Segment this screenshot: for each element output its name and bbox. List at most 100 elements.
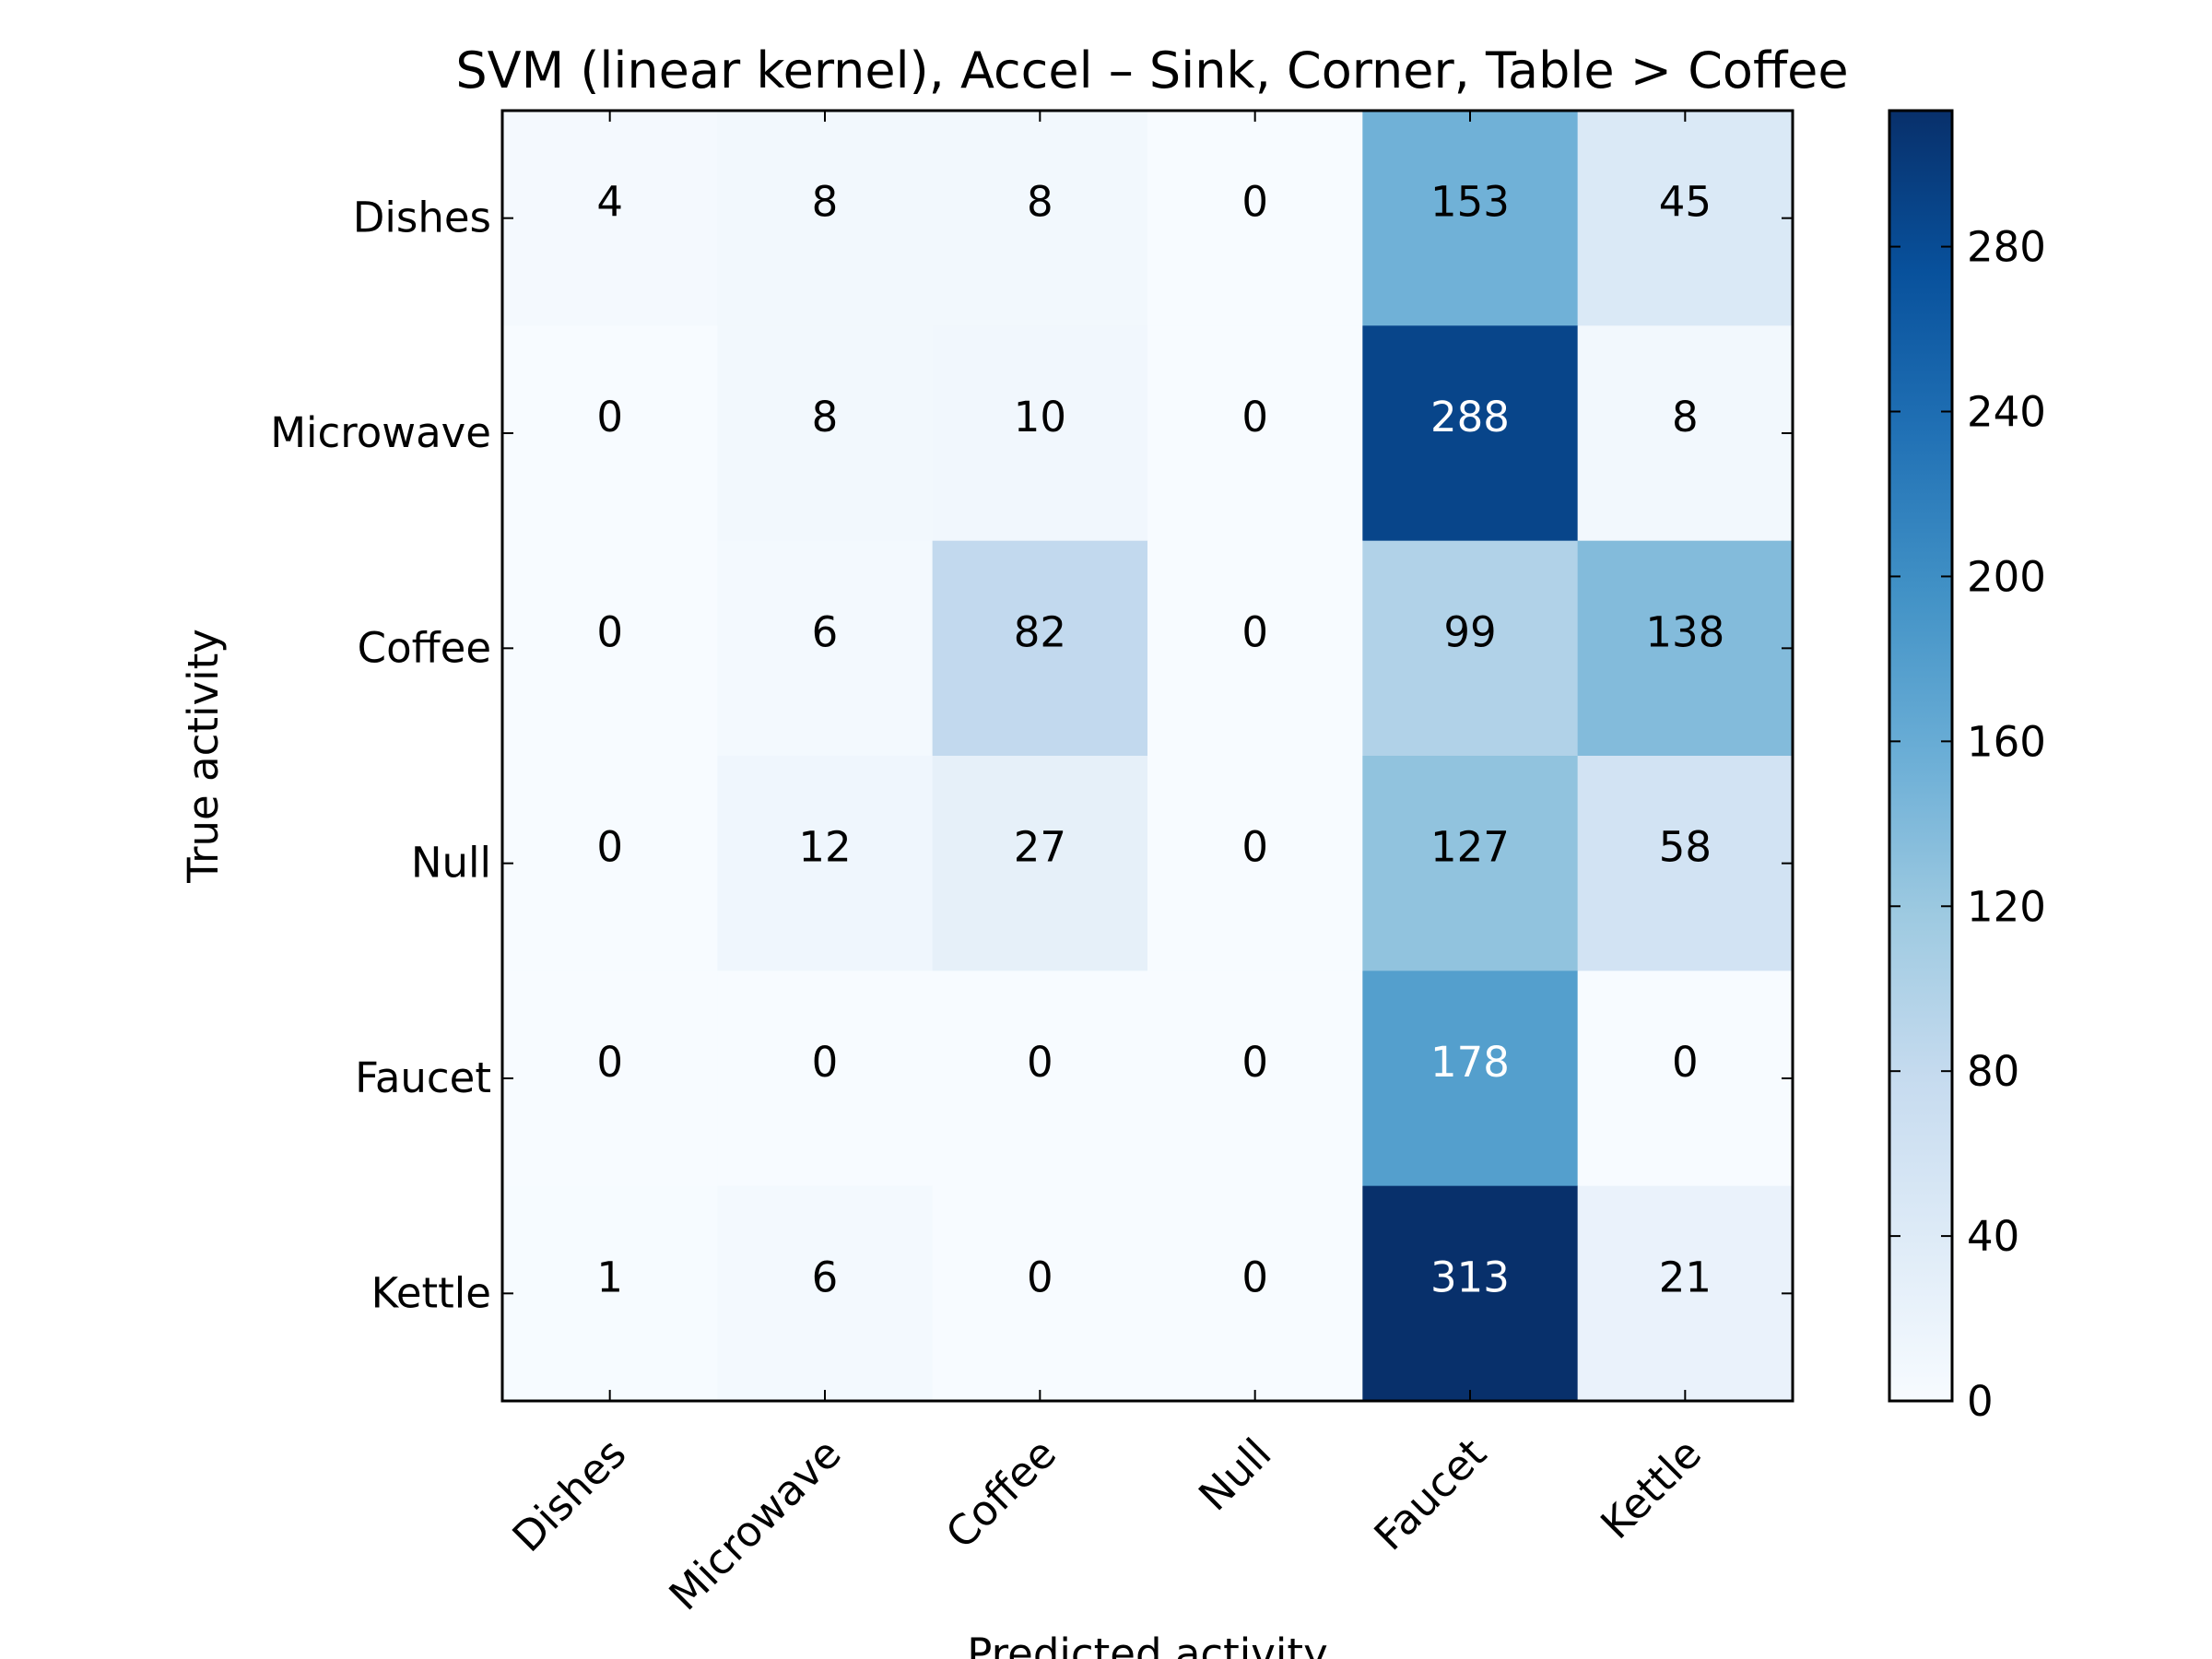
y-tick-label: Microwave: [270, 408, 491, 457]
plot-frame: [500, 109, 1794, 1403]
cell-value-label: 8: [812, 393, 839, 441]
heatmap-cell: [1362, 111, 1579, 326]
colorbar: [1888, 109, 1954, 1403]
cell-value-label: 0: [596, 607, 623, 656]
x-tick-label: Microwave: [660, 1429, 851, 1619]
colorbar-ticks: 0 40 80 120 160 200 240 280: [1889, 223, 2046, 1426]
heatmap-cell: [1577, 756, 1794, 971]
heatmap-cell: [717, 1185, 934, 1402]
heatmap-cell: [932, 756, 1148, 971]
cell-value-label: 0: [1027, 1038, 1053, 1087]
heatmap-cell: [717, 540, 934, 757]
heatmap-cell: [717, 111, 934, 326]
colorbar-tick-label: 280: [1967, 223, 2046, 272]
heatmap-cell: [502, 325, 718, 542]
cell-value-label: 6: [812, 607, 839, 656]
cell-value-label: 0: [1241, 393, 1268, 441]
heatmap-cell: [1577, 325, 1794, 542]
x-tick-label: Kettle: [1591, 1429, 1711, 1548]
heatmap-cell: [1147, 971, 1363, 1187]
cell-value-label: 0: [1241, 178, 1268, 227]
heatmap-cell: [932, 540, 1148, 757]
heatmap-cell: [1362, 1185, 1579, 1402]
cell-value-label: 6: [812, 1253, 839, 1301]
heatmap-cell: [502, 756, 718, 971]
cell-value-label: 4: [596, 178, 623, 227]
cell-value-label: 0: [1027, 1253, 1053, 1301]
heatmap-cell: [717, 756, 934, 971]
cell-value-label: 0: [596, 1038, 623, 1087]
colorbar-tick-label: 240: [1967, 388, 2046, 437]
y-tick-label: Dishes: [353, 194, 491, 242]
cell-value-label: 153: [1430, 178, 1510, 227]
colorbar-tick-label: 80: [1967, 1047, 2019, 1096]
cell-value-label: 10: [1014, 393, 1066, 441]
heatmap-cell: [717, 971, 934, 1187]
heatmap-cell: [1147, 756, 1363, 971]
cell-value-label: 0: [1241, 1038, 1268, 1087]
cell-value-label: 1: [596, 1253, 623, 1301]
cell-value-label: 0: [596, 823, 623, 872]
cell-value-label: 27: [1014, 823, 1066, 872]
colorbar-tick-label: 0: [1967, 1377, 1994, 1426]
heatmap-cell: [932, 325, 1148, 542]
y-tick-label: Null: [411, 839, 491, 888]
heatmap-cell: [1147, 540, 1363, 757]
heatmap-cell: [932, 1185, 1148, 1402]
cell-value-label: 0: [1672, 1038, 1699, 1087]
heatmap-cell: [1577, 111, 1794, 326]
cell-value-label: 21: [1659, 1253, 1712, 1301]
heatmap-cell: [1362, 540, 1579, 757]
cell-value-label: 127: [1430, 823, 1510, 872]
y-tick-label: Kettle: [371, 1268, 491, 1317]
y-axis-title: True activity: [179, 629, 228, 884]
cell-value-label: 0: [1241, 823, 1268, 872]
y-axis: Dishes Microwave Coffee Null Faucet Kettle: [270, 194, 1793, 1317]
heatmap-cell: [502, 971, 718, 1187]
cell-value-label: 8: [1672, 393, 1699, 441]
cell-value-label: 12: [798, 823, 851, 872]
heatmap-cell: [1362, 756, 1579, 971]
heatmap-cell: [1577, 971, 1794, 1187]
x-tick-label: Null: [1189, 1429, 1280, 1520]
y-tick-label: Faucet: [355, 1053, 491, 1102]
cell-value-label: 0: [812, 1038, 839, 1087]
heatmap-cell: [502, 1185, 718, 1402]
heatmap-cell: [1147, 1185, 1363, 1402]
cell-value-label: 8: [1027, 178, 1053, 227]
y-tick-label: Coffee: [358, 623, 491, 672]
cell-value-label: 288: [1430, 393, 1510, 441]
heatmap-cell: [1147, 111, 1363, 326]
heatmap-cell: [502, 540, 718, 757]
heatmap-cell: [932, 971, 1148, 1187]
x-tick-label: Faucet: [1365, 1429, 1496, 1559]
cell-value-label: 0: [596, 393, 623, 441]
heatmap-cell: [1362, 971, 1579, 1187]
cell-value-label: 0: [1241, 1253, 1268, 1301]
x-axis-title: Predicted activity: [967, 1630, 1327, 1659]
heatmap-cell: [1147, 325, 1363, 542]
x-tick-label: Dishes: [503, 1429, 636, 1561]
cell-value-label: 138: [1645, 607, 1724, 656]
colorbar-tick-label: 200: [1967, 552, 2046, 601]
heatmap-cell: [1362, 325, 1579, 542]
heatmap-cell: [502, 111, 718, 326]
cell-value-label: 0: [1241, 607, 1268, 656]
colorbar-tick-label: 160: [1967, 717, 2046, 766]
cell-value-label: 8: [812, 178, 839, 227]
heatmap-cell: [1577, 540, 1794, 757]
cell-value-label: 99: [1443, 607, 1496, 656]
cell-value-label: 178: [1430, 1038, 1510, 1087]
colorbar-tick-label: 40: [1967, 1212, 2019, 1261]
cell-value-label: 313: [1430, 1253, 1510, 1301]
heatmap-cell: [717, 325, 934, 542]
cell-value-label: 45: [1659, 178, 1712, 227]
colorbar-tick-label: 120: [1967, 882, 2046, 931]
cell-value-label: 58: [1659, 823, 1712, 872]
cell-value-label: 82: [1014, 607, 1066, 656]
heatmap-cell: [1577, 1185, 1794, 1402]
chart-title: SVM (linear kernel), Accel – Sink, Corne…: [455, 41, 1848, 100]
x-tick-label: Coffee: [936, 1429, 1065, 1558]
